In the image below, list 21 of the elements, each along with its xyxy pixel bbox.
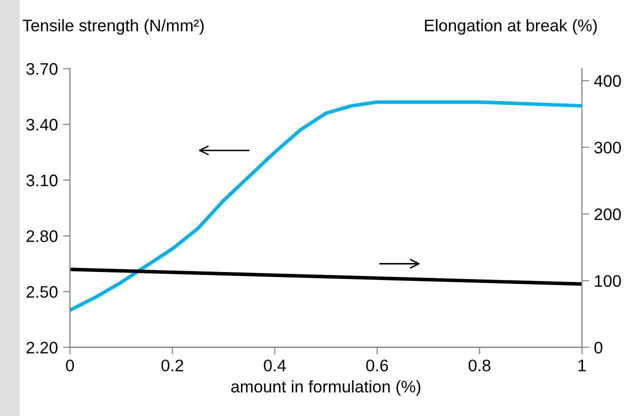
x-axis-title: amount in formulation (%) <box>231 380 420 396</box>
y2-tick-label: 0 <box>594 342 602 354</box>
x-tick-label: 0.4 <box>264 360 286 372</box>
x-tick-label: 1 <box>578 360 586 372</box>
x-tick-label: 0.6 <box>366 360 388 372</box>
x-tick-label: 0.8 <box>468 360 490 372</box>
y-tick-label: 2.50 <box>26 286 58 298</box>
y-tick-label: 3.40 <box>26 118 58 131</box>
line-series <box>70 100 582 312</box>
y-tick-label: 2.80 <box>26 230 58 242</box>
y2-tick-label: 100 <box>595 275 621 287</box>
y2-tick-label: 300 <box>594 142 621 154</box>
y2-tick-label: 400 <box>594 75 621 87</box>
y-tick-label: 2.20 <box>26 342 58 354</box>
y-tick-label: 3.70 <box>26 63 58 75</box>
x-tick-label: 0.2 <box>161 360 184 372</box>
x-tick-label: 0 <box>66 360 74 372</box>
y-tick-label: 3.10 <box>26 174 58 186</box>
y2-axis-title: Elongation at break (%) <box>425 19 597 35</box>
y-axis-title: Tensile strength (N/mm²) <box>22 19 204 35</box>
y2-tick-label: 200 <box>594 208 621 220</box>
